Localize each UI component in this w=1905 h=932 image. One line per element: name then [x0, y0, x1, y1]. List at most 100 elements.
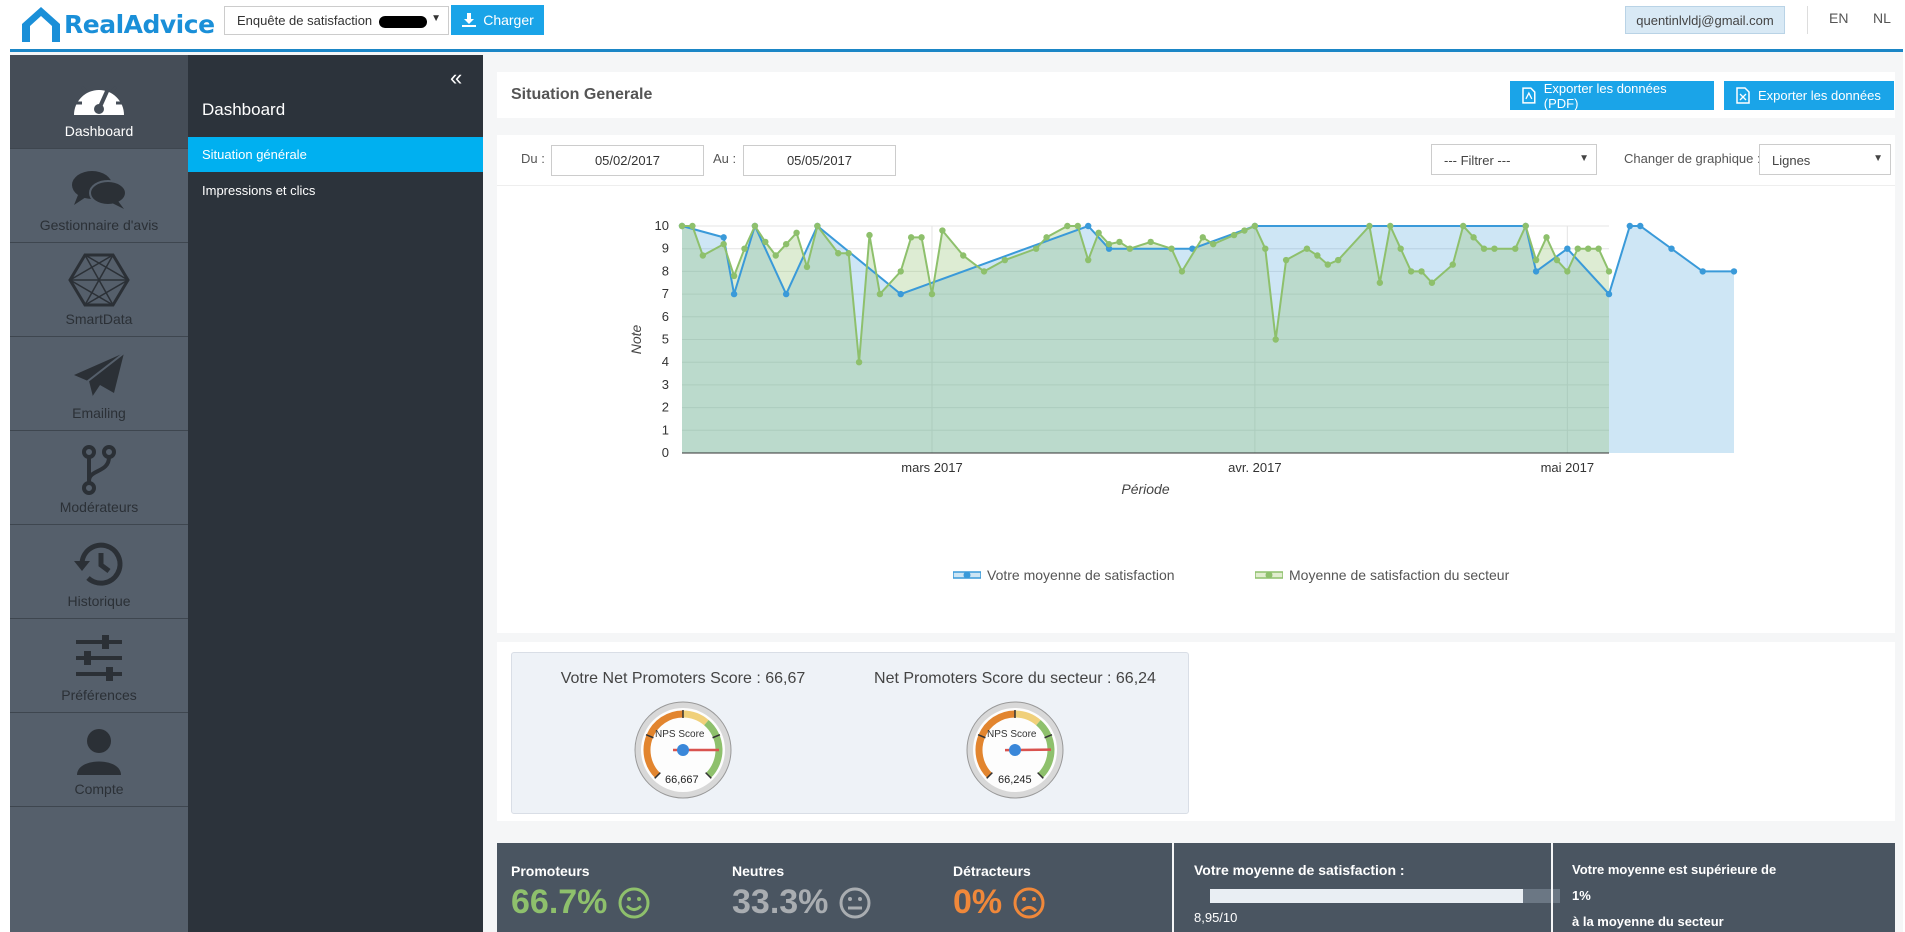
data-point [1668, 245, 1675, 252]
data-point [1095, 229, 1102, 237]
gauge-label: NPS Score [655, 729, 705, 740]
logo-text: RealAdvice [64, 9, 215, 39]
branch-icon [82, 445, 116, 495]
load-button[interactable]: Charger [451, 5, 544, 35]
data-point [1303, 245, 1311, 252]
data-point [1407, 268, 1415, 275]
y-tick-label: 0 [662, 445, 669, 460]
data-point [1168, 245, 1175, 252]
nav-label: SmartData [65, 311, 133, 327]
data-point [730, 290, 738, 298]
comparison-line3: à la moyenne du secteur [1572, 914, 1724, 929]
nav-label: Historique [67, 593, 131, 609]
nav-dashboard[interactable]: Dashboard [10, 55, 188, 149]
lang-nl-link[interactable]: NL [1873, 10, 1891, 26]
data-point [928, 290, 936, 298]
collapse-icon[interactable]: « [450, 65, 463, 90]
nav-reviews[interactable]: Gestionnaire d'avis [10, 149, 188, 243]
data-point [1241, 227, 1248, 234]
filter-select[interactable]: --- Filtrer --- ▼ [1431, 144, 1597, 175]
x-axis-label: Période [1121, 481, 1169, 497]
data-point [699, 252, 707, 259]
user-email-badge[interactable]: quentinlvldj@gmail.com [1625, 6, 1785, 34]
nav-label: Gestionnaire d'avis [39, 217, 159, 233]
nav-smartdata[interactable]: SmartData [10, 243, 188, 337]
gauge-hub [1009, 744, 1021, 756]
data-point [1032, 245, 1040, 252]
load-button-label: Charger [483, 12, 534, 28]
lang-en-link[interactable]: EN [1829, 10, 1849, 26]
chart-panel: Du : 05/02/2017 Au : 05/05/2017 --- Filt… [497, 135, 1895, 633]
gauge-tick [645, 733, 654, 739]
data-point [866, 231, 873, 239]
nav-emailing[interactable]: Emailing [10, 337, 188, 431]
export-data-button[interactable]: Exporter les données [1724, 81, 1894, 110]
from-label: Du : [521, 151, 545, 166]
gauge-tick [654, 772, 661, 779]
promoters-value: 66.7% [511, 883, 608, 921]
data-point [678, 222, 686, 230]
data-point [793, 229, 800, 237]
legend-sector[interactable]: Moyenne de satisfaction du secteur [1255, 567, 1509, 583]
chart-type-select[interactable]: Lignes ▼ [1759, 144, 1891, 175]
nps-box: Votre Net Promoters Score : 66,67 Net Pr… [511, 652, 1189, 814]
data-point [1470, 234, 1477, 241]
gauge-value-sector: 66,245 [998, 774, 1032, 786]
from-date-input[interactable]: 05/02/2017 [551, 145, 704, 176]
history-icon [74, 542, 123, 586]
gauge-icon [74, 79, 124, 115]
data-point [1116, 238, 1123, 246]
logo[interactable]: RealAdvice [20, 2, 215, 46]
app-frame: RealAdvice Enquête de satisfaction ▼ Cha… [10, 0, 1903, 932]
data-point [814, 222, 821, 230]
data-point [1178, 268, 1186, 275]
data-point [1314, 252, 1321, 259]
data-point [1418, 268, 1425, 275]
chart-type-value: Lignes [1772, 153, 1811, 168]
main-content: Situation Generale Exporter les données … [483, 55, 1903, 932]
data-point [1699, 268, 1706, 275]
y-tick-label: 7 [662, 286, 669, 301]
data-point [876, 290, 884, 298]
y-axis-label: Note [628, 325, 644, 355]
lang-divider [1807, 6, 1808, 34]
survey-select-value: Enquête de satisfaction [237, 13, 373, 28]
nav-account[interactable]: Compte [10, 713, 188, 807]
gauge-hub [677, 744, 689, 756]
to-date-input[interactable]: 05/05/2017 [743, 145, 896, 176]
data-point [1522, 222, 1529, 230]
neutral-stat: 33.3% [732, 883, 872, 922]
nav-label: Emailing [72, 405, 126, 421]
data-point [918, 234, 925, 241]
data-point [1605, 290, 1613, 298]
gauge-band [703, 719, 723, 778]
sidebar-item-impressions[interactable]: Impressions et clics [202, 183, 316, 198]
data-point [1459, 222, 1467, 230]
data-point [1397, 245, 1404, 252]
sad-face-icon [1013, 887, 1045, 918]
data-point [1730, 268, 1738, 275]
nav-preferences[interactable]: Préférences [10, 619, 188, 713]
legend-yours[interactable]: Votre moyenne de satisfaction [953, 567, 1175, 583]
data-point [1553, 256, 1561, 264]
gauge-label: NPS Score [987, 729, 1037, 740]
nav-moderators[interactable]: Modérateurs [10, 431, 188, 525]
survey-select[interactable]: Enquête de satisfaction ▼ [224, 6, 449, 35]
avg-label: Votre moyenne de satisfaction : [1194, 862, 1405, 878]
nav-label: Préférences [61, 687, 137, 703]
chart-type-label: Changer de graphique : [1624, 151, 1761, 166]
detractors-label: Détracteurs [953, 863, 1031, 879]
data-point [835, 250, 842, 257]
x-tick-label: mars 2017 [901, 460, 962, 475]
comparison-line2: 1% [1572, 888, 1591, 903]
data-point [1126, 245, 1134, 252]
sidebar-item-situation[interactable]: Situation générale [188, 137, 483, 172]
neutral-value: 33.3% [732, 883, 829, 921]
nav-label: Compte [74, 781, 124, 797]
smile-icon [618, 887, 650, 918]
data-point [751, 222, 759, 230]
data-point [1085, 222, 1092, 230]
nav-history[interactable]: Historique [10, 525, 188, 619]
export-pdf-button[interactable]: Exporter les données (PDF) [1510, 81, 1714, 111]
stats-divider [1172, 843, 1174, 932]
